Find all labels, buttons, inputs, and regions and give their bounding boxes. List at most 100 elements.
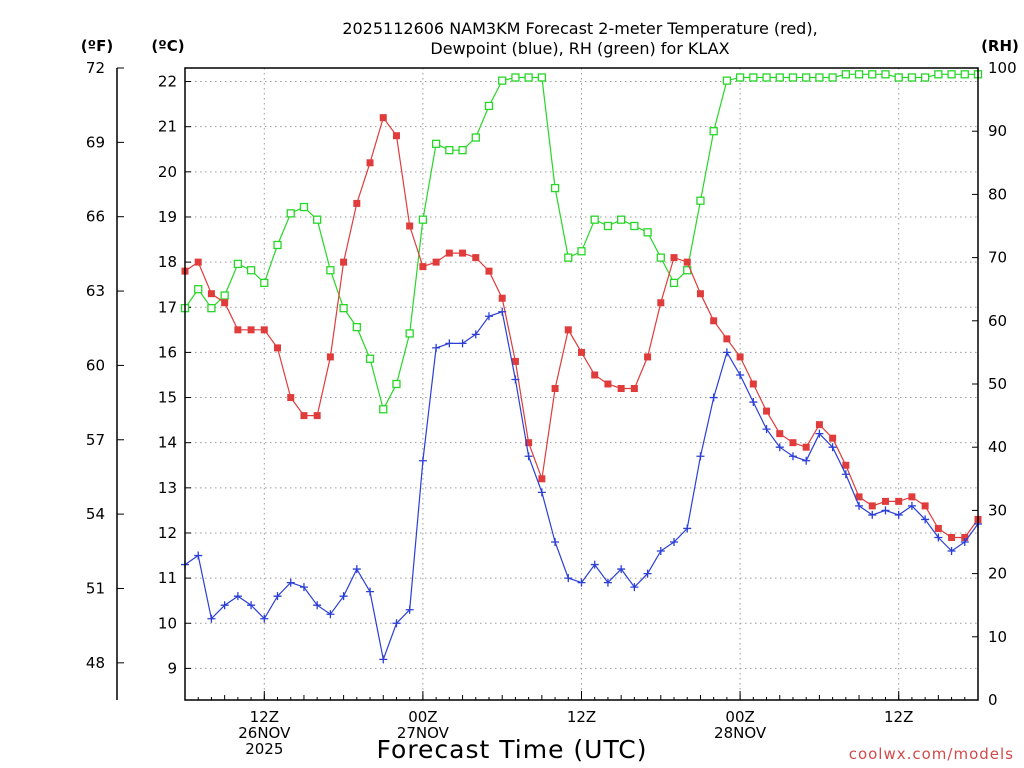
data-point: [578, 348, 585, 356]
x-tick-label: 26NOV: [238, 724, 291, 742]
data-point: [617, 385, 625, 393]
data-point: [286, 578, 295, 587]
data-point: [855, 493, 863, 501]
data-point: [577, 247, 586, 256]
data-point: [287, 394, 295, 402]
data-point: [603, 221, 613, 231]
data-point: [247, 601, 256, 610]
celsius-tick-label: 13: [158, 479, 177, 497]
data-point: [788, 73, 798, 82]
data-point: [392, 132, 400, 140]
celsius-tick-label: 20: [158, 163, 177, 181]
data-point: [960, 70, 969, 79]
data-point: [418, 456, 427, 465]
data-point: [313, 601, 322, 610]
x-tick-label: 2025: [245, 740, 283, 758]
data-point: [300, 412, 308, 420]
data-point: [551, 385, 559, 393]
data-point: [551, 538, 560, 546]
data-point: [366, 587, 375, 596]
data-point: [471, 133, 480, 142]
data-point: [471, 330, 480, 339]
data-point: [644, 353, 652, 361]
data-point: [630, 583, 639, 592]
fahrenheit-tick-label: 66: [86, 208, 105, 226]
data-point: [459, 249, 467, 257]
celsius-tick-label: 16: [158, 343, 177, 361]
data-point: [643, 228, 652, 237]
gridlines: [185, 68, 978, 700]
data-point: [458, 339, 467, 348]
data-point: [776, 430, 784, 438]
x-tick-label: 12Z: [250, 708, 279, 726]
data-point: [617, 565, 626, 574]
data-point: [260, 278, 269, 288]
data-point: [405, 605, 414, 614]
data-point: [247, 326, 255, 334]
data-point: [537, 488, 546, 497]
data-point: [670, 538, 679, 546]
data-point: [763, 407, 771, 415]
data-point: [339, 592, 348, 601]
data-point: [934, 70, 943, 79]
data-point: [273, 592, 282, 601]
data-point: [789, 439, 797, 447]
data-point: [736, 370, 745, 379]
x-tick-label: 27NOV: [397, 724, 450, 742]
data-point: [511, 357, 519, 365]
data-point: [788, 452, 797, 461]
data-point: [696, 452, 705, 461]
data-point: [947, 70, 956, 79]
data-point: [908, 493, 916, 501]
celsius-tick-label: 15: [158, 389, 177, 407]
data-point: [299, 202, 309, 212]
data-point: [934, 533, 943, 542]
rh-tick-label: 70: [988, 249, 1007, 267]
data-point: [722, 76, 732, 85]
data-point: [749, 73, 758, 82]
data-point: [841, 70, 850, 79]
data-point: [881, 70, 890, 79]
series-line: [184, 116, 979, 539]
chart-title-line-1: 2025112606 NAM3KM Forecast 2-meter Tempe…: [342, 19, 817, 38]
data-point: [921, 515, 930, 524]
data-point: [550, 183, 560, 193]
data-point: [326, 266, 335, 275]
data-point: [339, 304, 348, 313]
data-point: [868, 70, 877, 79]
data-point: [683, 258, 691, 266]
celsius-tick-label: 14: [158, 434, 177, 452]
data-point: [234, 326, 242, 334]
rh-tick-label: 40: [988, 438, 1007, 456]
data-point: [591, 371, 599, 379]
data-point: [366, 159, 374, 167]
data-point: [274, 344, 282, 352]
plot-frame: [184, 67, 979, 701]
rh-tick-label: 10: [988, 628, 1007, 646]
data-point: [590, 215, 599, 224]
data-point: [340, 258, 348, 266]
data-point: [220, 291, 229, 300]
data-point: [802, 443, 810, 451]
data-point: [881, 506, 890, 515]
data-point: [762, 73, 771, 82]
celsius-unit-label: (ºC): [151, 37, 184, 55]
data-point: [762, 425, 771, 434]
data-point: [736, 353, 744, 361]
data-point: [379, 114, 387, 122]
data-point: [749, 398, 758, 407]
data-point: [511, 375, 520, 384]
data-point: [934, 524, 942, 532]
data-point: [630, 221, 639, 231]
rh-tick-label: 90: [988, 122, 1007, 140]
rh-tick-label: 80: [988, 185, 1007, 203]
data-point: [458, 146, 467, 155]
celsius-tick-label: 12: [158, 524, 177, 542]
data-point: [221, 299, 229, 307]
data-point: [564, 574, 573, 583]
rh-tick-label: 50: [988, 375, 1007, 393]
data-point: [683, 524, 692, 533]
celsius-tick-label: 18: [158, 253, 177, 271]
rh-unit-label: (RH): [981, 37, 1019, 55]
data-point: [537, 73, 546, 82]
